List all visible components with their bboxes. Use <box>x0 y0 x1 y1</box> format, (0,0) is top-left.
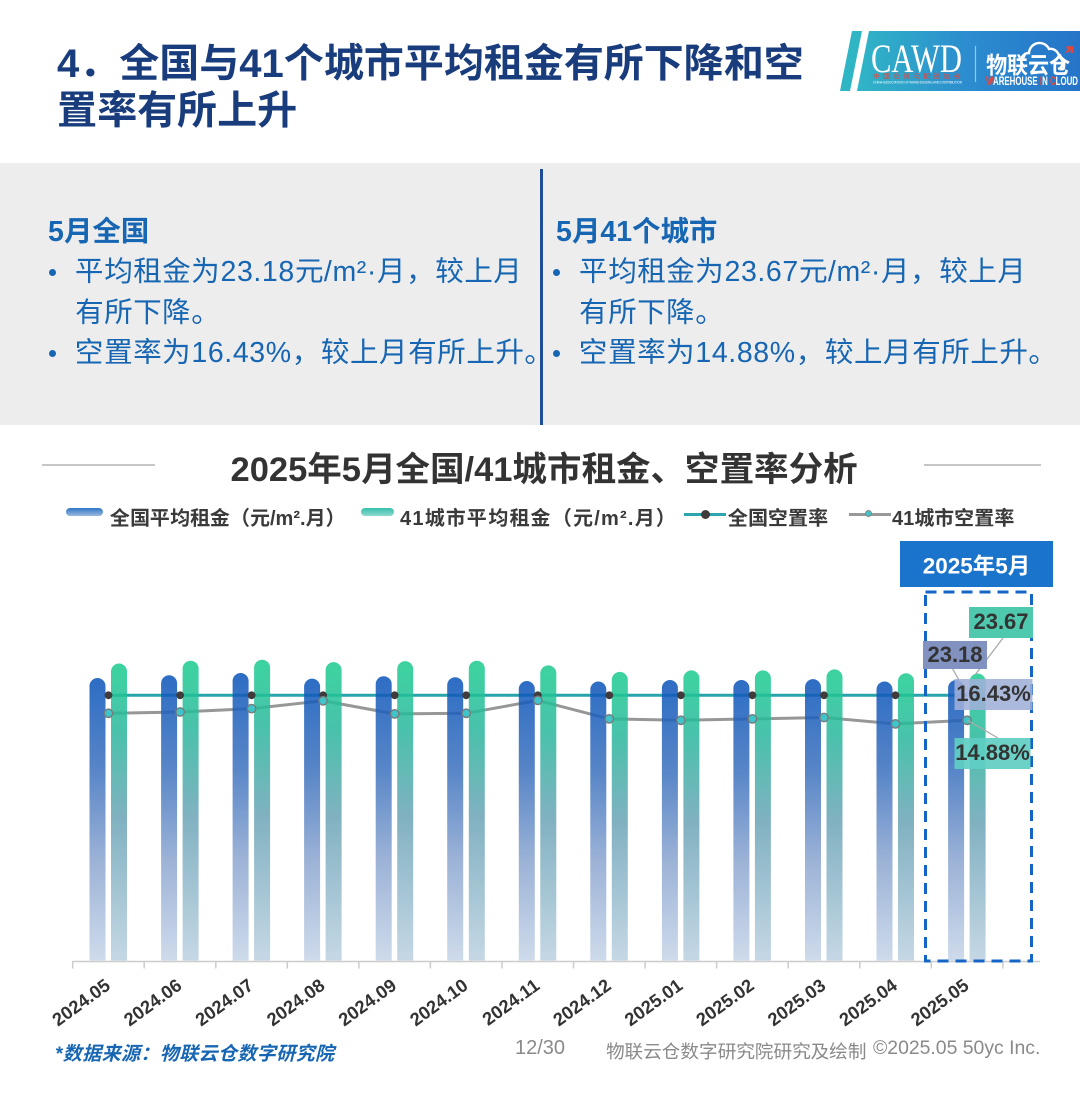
svg-text:2025.04: 2025.04 <box>835 974 901 1030</box>
svg-text:中国仓储与配送协会: 中国仓储与配送协会 <box>873 72 964 81</box>
svg-text:2024.05: 2024.05 <box>48 974 114 1030</box>
svg-text:2025.05: 2025.05 <box>907 974 973 1030</box>
svg-text:14.88%: 14.88% <box>955 740 1030 765</box>
svg-text:16.43%: 16.43% <box>956 681 1031 706</box>
svg-text:2025.02: 2025.02 <box>692 974 758 1030</box>
svg-text:WAREHOUSE IN CLOUD: WAREHOUSE IN CLOUD <box>986 76 1078 88</box>
svg-text:2024.08: 2024.08 <box>263 974 329 1030</box>
svg-text:2025.01: 2025.01 <box>620 974 686 1030</box>
svg-text:2024.10: 2024.10 <box>406 974 472 1030</box>
svg-text:2024.06: 2024.06 <box>120 974 186 1030</box>
svg-text:物联云仓: 物联云仓 <box>986 53 1070 79</box>
svg-text:2024.11: 2024.11 <box>478 974 543 1029</box>
svg-text:CHINA ASSOCIATION OF WAREHOUSI: CHINA ASSOCIATION OF WAREHOUSING AND DIS… <box>873 80 962 85</box>
svg-text:23.67: 23.67 <box>973 609 1028 634</box>
svg-text:2024.12: 2024.12 <box>549 974 615 1030</box>
svg-text:CAWD: CAWD <box>871 36 962 81</box>
svg-text:23.18: 23.18 <box>927 642 982 667</box>
svg-text:2024.07: 2024.07 <box>191 974 257 1030</box>
svg-text:2025.03: 2025.03 <box>764 974 830 1030</box>
svg-text:2024.09: 2024.09 <box>334 974 400 1030</box>
svg-text:2025年5月: 2025年5月 <box>923 554 1031 579</box>
